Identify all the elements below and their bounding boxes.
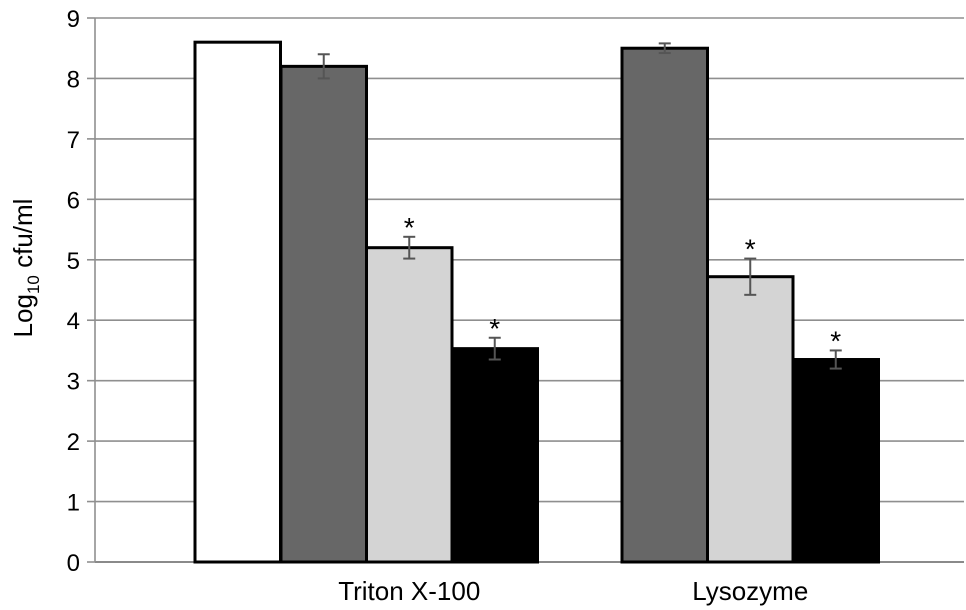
y-tick-label-5: 5 [67,248,80,275]
significance-star-g1-b1: * [404,212,415,243]
bar-g1-b0 [279,64,368,564]
y-tick-label-0: 0 [67,550,80,577]
y-tick-label-6: 6 [67,187,80,214]
bar-g2-b0 [620,46,709,564]
bar-g2-b2 [791,358,880,564]
y-axis-title-subscript: 10 [24,275,43,294]
y-tick-label-3: 3 [67,369,80,396]
y-axis-title: Log10 cfu/ml [8,199,43,338]
error-bars [317,42,842,370]
category-label-2: Lysozyme [692,576,808,606]
y-tick-label-8: 8 [67,66,80,93]
bars [193,40,880,564]
y-tick-label-9: 9 [67,6,80,33]
significance-star-g1-b2: * [489,313,500,344]
bar-g1-b1 [365,246,454,564]
y-axis-title-base: Log [8,294,38,337]
significance-star-g2-b2: * [830,325,841,356]
significance-star-g2-b1: * [745,234,756,265]
bar-g2-b1 [706,275,795,564]
y-tick-label-2: 2 [67,429,80,456]
bar-g0-b0 [193,40,282,564]
y-tick-label-7: 7 [67,127,80,154]
category-label-1: Triton X-100 [338,576,480,606]
y-tick-label-1: 1 [67,490,80,517]
bar-g1-b2 [450,347,539,564]
labels: 0 1 2 3 4 5 6 7 8 9 * * * * Triton X-100 Lysozyme [67,6,842,606]
y-axis-title-rest: cfu/ml [8,199,38,276]
y-tick-label-4: 4 [67,308,80,335]
